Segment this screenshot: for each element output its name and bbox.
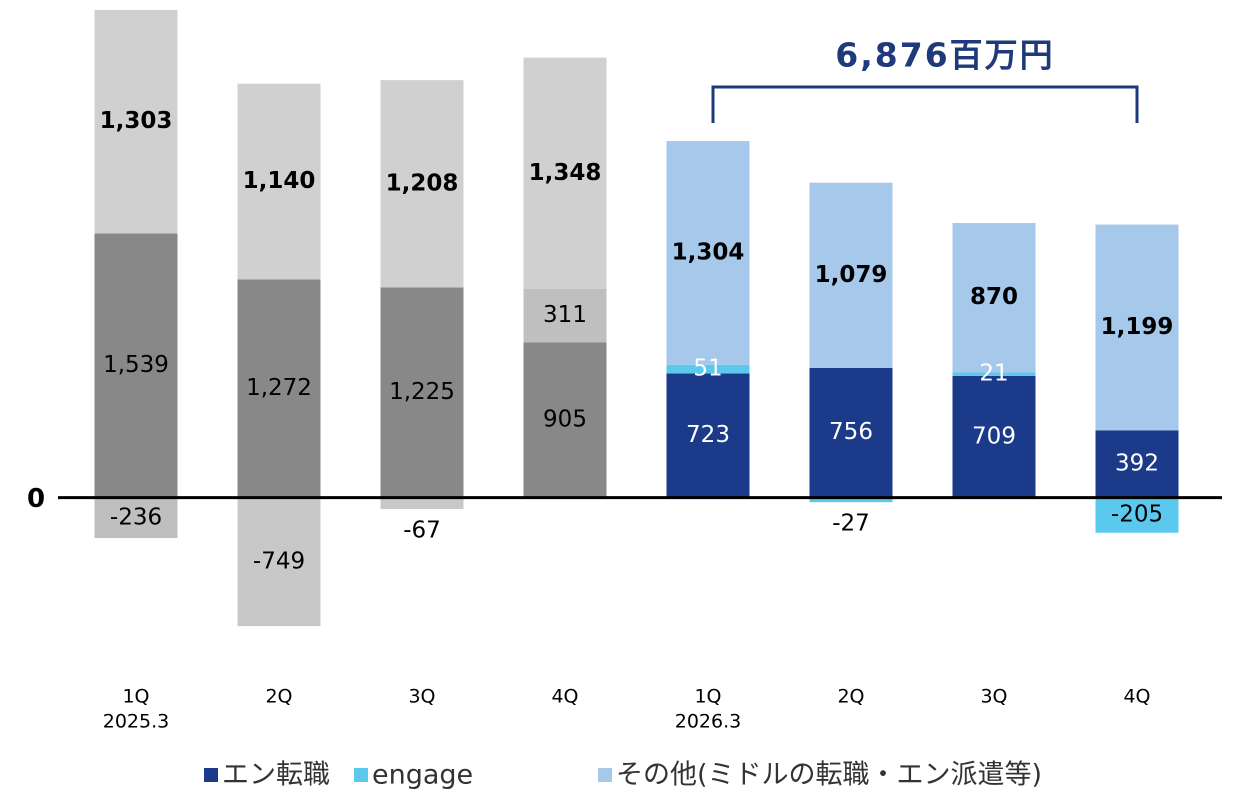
- data-label: -67: [403, 518, 441, 544]
- data-label: 1,304: [672, 239, 745, 265]
- x-tick-label: 2Q: [265, 686, 292, 708]
- legend-label: エン転職: [222, 760, 330, 791]
- legend-label: その他(ミドルの転職・エン派遣等): [616, 760, 1042, 791]
- legend-swatch: [204, 768, 218, 782]
- bar-segment: [809, 367, 893, 498]
- bar-segment: [666, 373, 750, 498]
- bar-segment: [1095, 497, 1179, 533]
- data-label: 1,303: [100, 108, 173, 134]
- data-label: 1,348: [529, 160, 602, 186]
- bar-segment: [952, 372, 1036, 376]
- data-label: 870: [970, 284, 1018, 310]
- x-tick-label: 3Q: [408, 686, 435, 708]
- data-label: 1,079: [815, 262, 888, 288]
- bar-segment: [380, 497, 464, 510]
- x-tick-label: 4Q: [551, 686, 578, 708]
- data-label: 709: [972, 423, 1016, 449]
- data-label: -205: [1111, 502, 1163, 528]
- data-label: 1,539: [103, 352, 169, 378]
- data-label: 392: [1115, 450, 1159, 476]
- data-label: 905: [543, 406, 587, 432]
- data-label: -749: [253, 548, 305, 574]
- bar-segment: [523, 57, 607, 289]
- bar-segment: [666, 364, 750, 374]
- bar-segment: [1095, 430, 1179, 498]
- data-label: 1,199: [1101, 314, 1174, 340]
- x-tick-label: 1Q: [122, 686, 149, 708]
- data-label: -27: [832, 511, 870, 537]
- data-label: 21: [979, 361, 1008, 387]
- bar-segment: [809, 497, 893, 503]
- data-label: 51: [693, 356, 722, 382]
- legend-swatch: [598, 768, 612, 782]
- bar-segment: [523, 288, 607, 343]
- x-tick-label: 1Q: [694, 686, 721, 708]
- bar-segment: [237, 279, 321, 498]
- bar-segment: [952, 223, 1036, 373]
- y-tick-label: 0: [27, 484, 45, 514]
- bar-segment: [523, 342, 607, 498]
- bracket: [711, 85, 1139, 123]
- data-label: 311: [543, 302, 587, 328]
- period-label: 2025.3: [103, 711, 169, 733]
- data-label: 1,208: [386, 170, 459, 196]
- bar-segment: [237, 83, 321, 280]
- data-label: -236: [110, 504, 162, 530]
- legend-swatch: [354, 768, 368, 782]
- bar-segment: [952, 375, 1036, 498]
- data-label: 756: [829, 419, 873, 445]
- x-tick-label: 3Q: [980, 686, 1007, 708]
- data-label: 1,225: [389, 379, 455, 405]
- bar-segment: [380, 80, 464, 288]
- bar-segment: [809, 182, 893, 368]
- bar-segment: [94, 9, 178, 234]
- bar-segment: [237, 497, 321, 627]
- period-label: 2026.3: [675, 711, 741, 733]
- x-tick-label: 4Q: [1123, 686, 1150, 708]
- bar-segment: [666, 141, 750, 365]
- bar-segment: [94, 233, 178, 498]
- annotation: 6,876百万円: [835, 36, 1054, 75]
- bar-segment: [380, 287, 464, 498]
- data-label: 1,140: [243, 168, 316, 194]
- x-tick-label: 2Q: [837, 686, 864, 708]
- bar-segment: [1095, 224, 1179, 431]
- bar-segment: [94, 497, 178, 539]
- data-label: 1,272: [246, 375, 312, 401]
- data-label: 723: [686, 422, 730, 448]
- legend-label: engage: [372, 760, 473, 791]
